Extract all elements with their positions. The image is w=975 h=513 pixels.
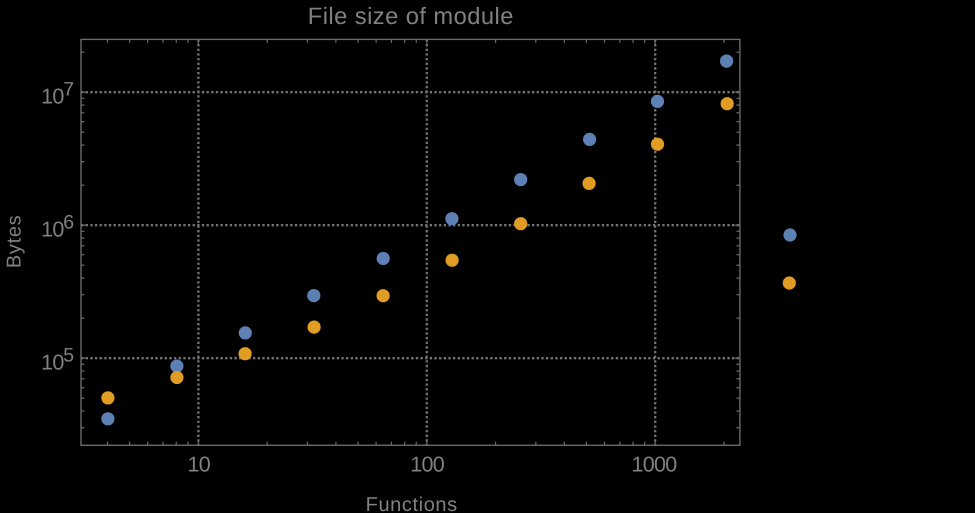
svg-text:File size of module: File size of module: [308, 4, 514, 30]
svg-text:Functions: Functions: [366, 494, 458, 513]
svg-text:100: 100: [410, 453, 445, 477]
svg-text:10: 10: [188, 453, 211, 477]
svg-text:10: 10: [41, 351, 64, 375]
svg-text:6: 6: [63, 211, 73, 233]
svg-text:5: 5: [63, 344, 74, 366]
svg-text:1000: 1000: [631, 453, 677, 477]
svg-text:7: 7: [63, 78, 73, 100]
svg-text:Bytes: Bytes: [3, 215, 25, 269]
svg-text:10: 10: [41, 218, 64, 242]
svg-text:10: 10: [41, 85, 64, 109]
